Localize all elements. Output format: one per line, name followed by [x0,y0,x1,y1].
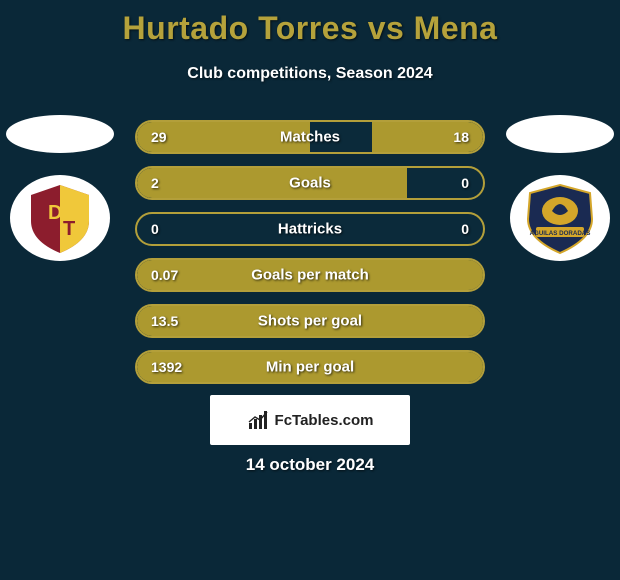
stat-bar-right [372,122,483,152]
stat-value-left: 0 [151,221,159,237]
stat-row: 2918Matches [135,120,485,154]
right-player-avatar-placeholder [506,115,614,153]
fctables-logo-icon [247,409,269,431]
brand-plate: FcTables.com [210,395,410,445]
stat-row: 20Goals [135,166,485,200]
right-club-badge: AGUILAS DORADAS [510,175,610,261]
date-text: 14 october 2024 [0,455,620,475]
stat-label: Hattricks [137,221,483,238]
left-player-column: D T [0,115,120,261]
stat-value-right: 0 [461,175,469,191]
page-subtitle: Club competitions, Season 2024 [0,65,620,83]
brand-text: FcTables.com [275,412,374,429]
page-title: Hurtado Torres vs Mena [0,0,620,47]
stat-bar-left [137,168,407,198]
stat-row: 13.5Shots per goal [135,304,485,338]
stat-value-right: 0 [461,221,469,237]
right-player-column: AGUILAS DORADAS [500,115,620,261]
tolima-badge-icon: D T [21,179,99,257]
stat-row: 0.07Goals per match [135,258,485,292]
stat-row: 0 0Hattricks [135,212,485,246]
left-club-badge: D T [10,175,110,261]
stat-bar-left [137,122,310,152]
svg-text:T: T [63,218,75,240]
aguilas-badge-icon: AGUILAS DORADAS [520,179,600,257]
stats-container: 2918Matches20Goals00Hattricks0.07Goals p… [135,120,485,396]
left-player-avatar-placeholder [6,115,114,153]
stat-bar-left [137,352,483,382]
stat-row: 1392Min per goal [135,350,485,384]
stat-bar-left [137,260,483,290]
svg-text:AGUILAS DORADAS: AGUILAS DORADAS [530,230,591,237]
svg-text:D: D [48,202,62,224]
stat-bar-left [137,306,483,336]
